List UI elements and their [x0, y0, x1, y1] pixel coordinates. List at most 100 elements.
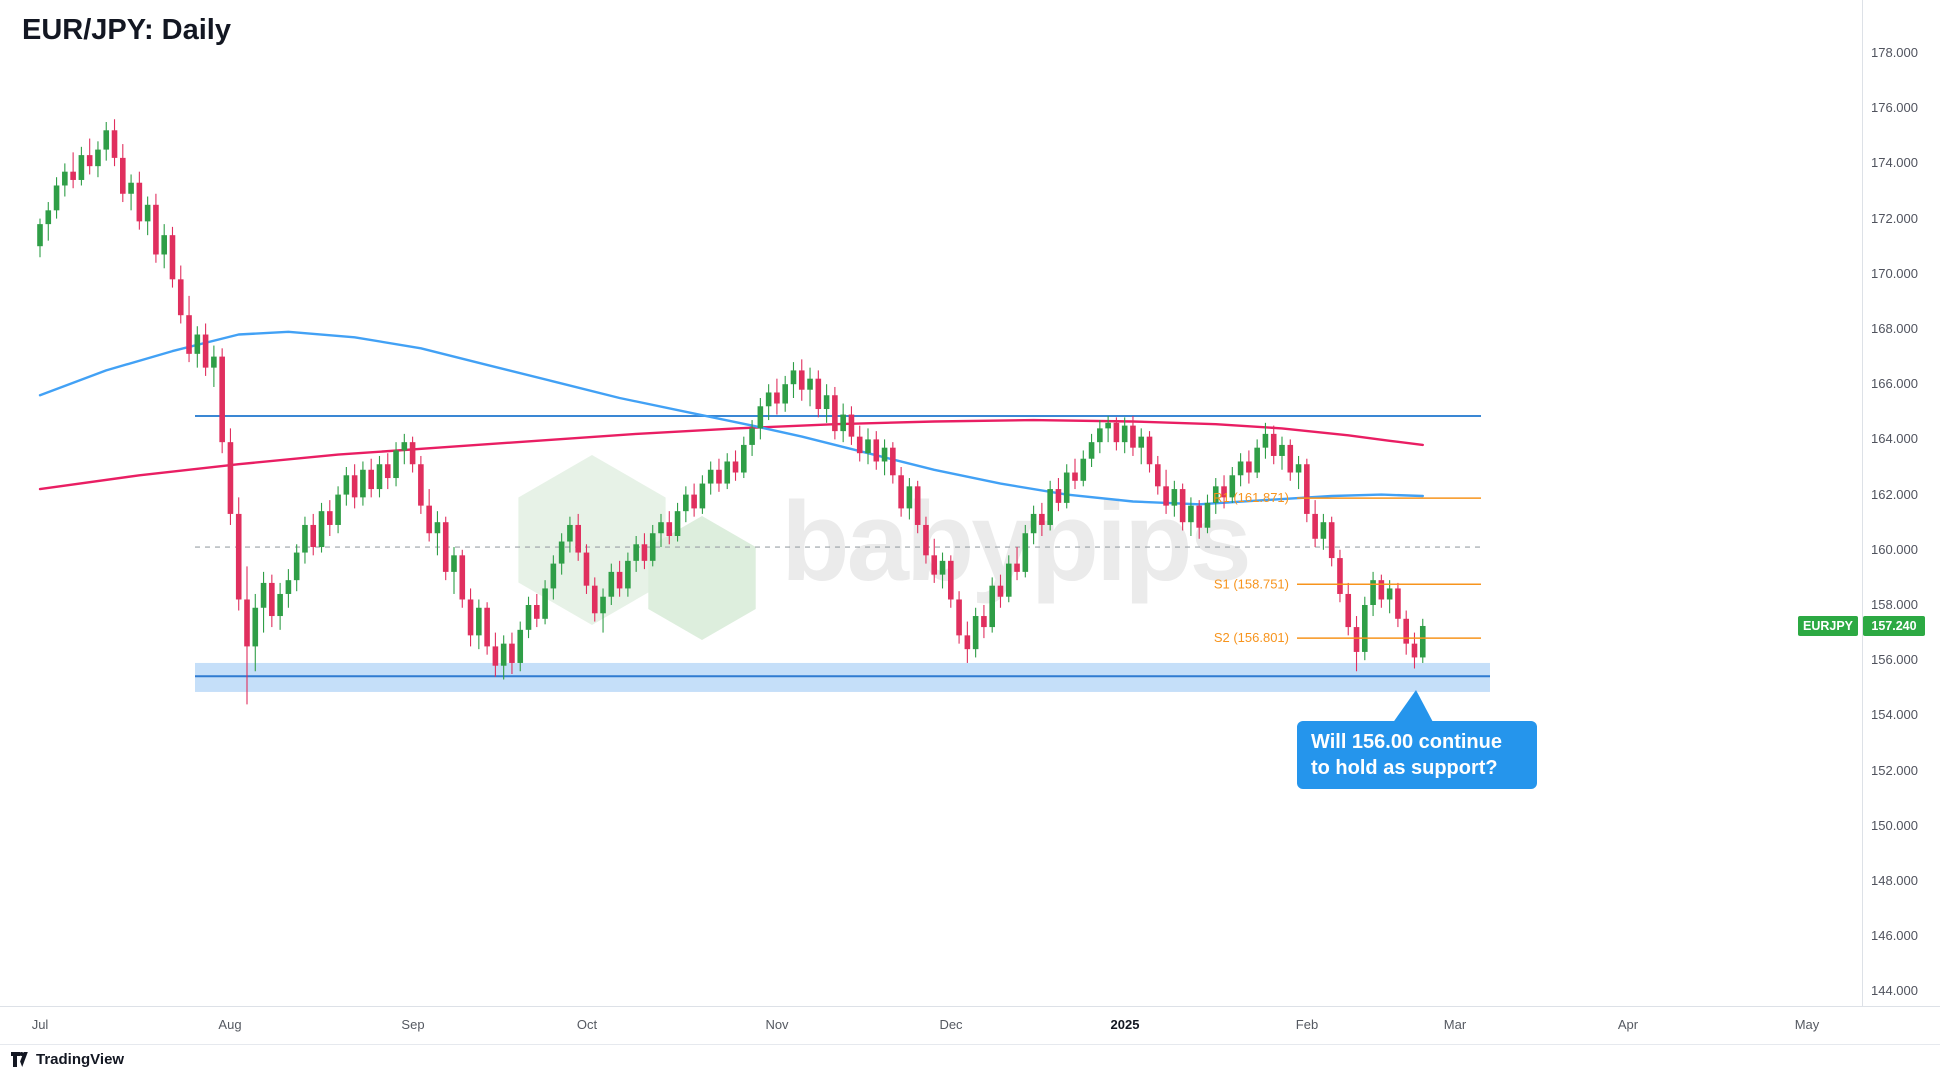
candle[interactable] [823, 384, 830, 423]
candle[interactable] [459, 549, 466, 608]
candle[interactable] [1063, 464, 1070, 509]
candle[interactable] [956, 591, 962, 644]
candle[interactable] [1270, 425, 1277, 465]
candle[interactable] [683, 486, 689, 523]
candle[interactable] [62, 163, 68, 197]
candle[interactable] [442, 516, 449, 581]
candle[interactable] [500, 635, 507, 680]
candle[interactable] [765, 384, 772, 421]
candle[interactable] [1196, 500, 1202, 539]
candle[interactable] [1345, 582, 1352, 636]
candle[interactable] [931, 538, 938, 583]
candle[interactable] [1179, 483, 1186, 531]
candle[interactable] [1097, 420, 1103, 454]
candle[interactable] [153, 193, 159, 263]
candle[interactable] [302, 516, 308, 564]
candle[interactable] [732, 450, 739, 481]
candle[interactable] [1171, 480, 1178, 517]
candle[interactable] [384, 453, 391, 490]
candle[interactable] [633, 536, 639, 572]
candle[interactable] [45, 202, 52, 241]
candle[interactable] [426, 489, 432, 542]
candle[interactable] [244, 566, 250, 705]
candle[interactable] [360, 461, 366, 506]
candle[interactable] [724, 453, 731, 490]
candle[interactable] [641, 533, 648, 570]
tradingview-attribution[interactable]: TradingView [36, 1051, 125, 1068]
candle[interactable] [260, 571, 267, 633]
candle[interactable] [1163, 469, 1169, 514]
candle[interactable] [484, 602, 490, 655]
candle[interactable] [1072, 458, 1078, 490]
candle[interactable] [467, 588, 474, 647]
candle[interactable] [1353, 616, 1360, 672]
candle[interactable] [1237, 453, 1244, 487]
candle[interactable] [451, 547, 457, 594]
candle[interactable] [1403, 610, 1409, 655]
candle[interactable] [558, 533, 565, 575]
candle[interactable] [1146, 431, 1153, 473]
candle[interactable] [1212, 478, 1219, 514]
candle[interactable] [873, 431, 880, 470]
candle[interactable] [1130, 415, 1136, 456]
support-callout[interactable]: Will 156.00 continue to hold as support? [1297, 721, 1537, 789]
candle[interactable] [575, 513, 581, 561]
candle[interactable] [716, 458, 722, 492]
candle[interactable] [103, 122, 110, 161]
candle[interactable] [177, 265, 184, 324]
candle[interactable] [86, 138, 93, 175]
candle[interactable] [343, 467, 350, 506]
candle[interactable] [1386, 580, 1393, 614]
candle[interactable] [1121, 417, 1128, 454]
candle[interactable] [327, 500, 333, 536]
candle[interactable] [376, 455, 383, 498]
candle[interactable] [757, 398, 764, 440]
candle[interactable] [840, 403, 846, 443]
tradingview-logo-icon[interactable] [10, 1051, 29, 1068]
candle[interactable] [815, 370, 822, 418]
candle[interactable] [1262, 422, 1269, 459]
candle[interactable] [1105, 415, 1111, 443]
candle[interactable] [881, 439, 888, 476]
candle[interactable] [948, 555, 954, 608]
candle[interactable] [691, 483, 697, 517]
candle[interactable] [914, 480, 921, 534]
candle[interactable] [674, 502, 681, 542]
candle[interactable] [335, 486, 341, 534]
candle[interactable] [1138, 428, 1145, 465]
candle[interactable] [1246, 450, 1252, 484]
candle[interactable] [1047, 480, 1053, 531]
candle[interactable] [707, 461, 714, 495]
candle[interactable] [1155, 455, 1161, 495]
candle[interactable] [111, 119, 118, 167]
candle[interactable] [567, 516, 573, 553]
candle[interactable] [600, 588, 606, 633]
candle[interactable] [211, 345, 217, 387]
candle[interactable] [1419, 618, 1426, 663]
candle[interactable] [1320, 513, 1327, 550]
price-chart[interactable]: babypips R1 (161.871) S1 (158.751) S2 (156… [0, 0, 1862, 1006]
candle[interactable] [1378, 574, 1385, 608]
candle[interactable] [1304, 458, 1310, 523]
candle[interactable] [1055, 478, 1062, 512]
candle[interactable] [517, 621, 524, 672]
candle[interactable] [542, 580, 548, 625]
candle[interactable] [1204, 494, 1211, 534]
candle[interactable] [591, 577, 598, 622]
time-axis[interactable]: Jul Aug Sep Oct Nov Dec 2025 Feb Mar Apr May [0, 1006, 1940, 1045]
candle[interactable] [1395, 582, 1401, 628]
candle[interactable] [741, 436, 747, 479]
candle[interactable] [1221, 475, 1227, 509]
candle[interactable] [285, 569, 292, 608]
candle[interactable] [418, 455, 424, 514]
candle[interactable] [807, 367, 813, 407]
candle[interactable] [1088, 433, 1095, 467]
candle[interactable] [293, 544, 300, 592]
candle[interactable] [492, 632, 499, 677]
price-axis[interactable]: 178.000 176.000 174.000 172.000 170.000 168.0… [1862, 0, 1940, 1006]
candle[interactable] [219, 348, 225, 454]
candle[interactable] [848, 406, 855, 445]
candle[interactable] [923, 516, 929, 564]
candle[interactable] [136, 171, 143, 230]
candle[interactable] [790, 362, 797, 398]
